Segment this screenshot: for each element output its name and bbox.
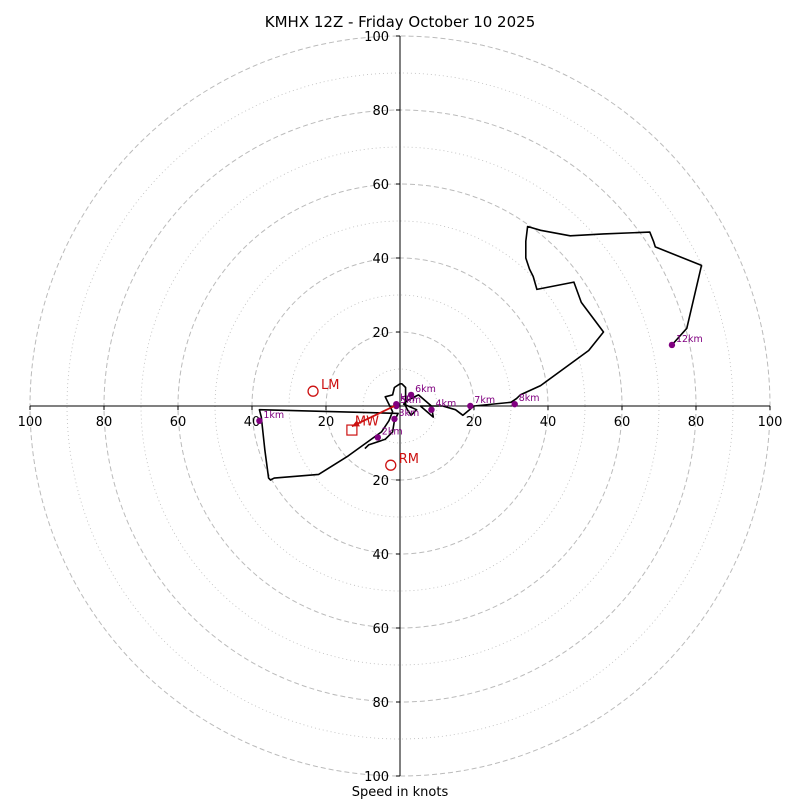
y-tick-label: 20 <box>372 326 389 341</box>
y-tick-label: 40 <box>372 548 389 563</box>
x-tick-label: 60 <box>614 415 631 430</box>
mean-wind-label: MW <box>355 414 379 429</box>
height-marker-label: 1km <box>263 410 284 421</box>
right-mover-marker <box>385 459 397 471</box>
shear-vector <box>351 405 395 428</box>
wind-trace <box>258 225 703 481</box>
y-tick-label: 20 <box>372 474 389 489</box>
height-marker-6km <box>407 391 415 399</box>
height-marker-12km <box>668 341 676 349</box>
y-tick-label: 40 <box>372 252 389 267</box>
height-marker-km <box>393 400 400 408</box>
height-marker-label: 12km <box>676 334 703 345</box>
y-tick-label: 60 <box>372 178 389 193</box>
height-marker-2km <box>374 434 381 441</box>
height-marker-4km <box>428 406 435 413</box>
x-tick-label: 40 <box>244 415 261 430</box>
height-marker-label: 7km <box>474 395 495 406</box>
left-mover-label: LM <box>321 378 339 393</box>
height-marker-label: km <box>400 393 415 404</box>
x-tick-label: 40 <box>540 415 557 430</box>
chart-title: KMHX 12Z - Friday October 10 2025 <box>265 13 535 31</box>
x-tick-label: 20 <box>318 415 335 430</box>
axes <box>30 36 770 776</box>
x-tick-label: 80 <box>688 415 705 430</box>
y-tick-label: 80 <box>372 696 389 711</box>
hodograph-trace <box>258 225 703 481</box>
height-marker-label: 8km <box>519 393 540 404</box>
height-marker-1km <box>256 417 263 424</box>
height-marker-label: 4km <box>435 399 456 410</box>
x-tick-label: 100 <box>18 415 43 430</box>
height-marker-label: 3km <box>398 408 419 419</box>
y-tick-label: 100 <box>364 770 389 785</box>
height-marker-label: 6km <box>415 384 436 395</box>
mean-wind-box <box>346 424 358 436</box>
x-tick-label: 60 <box>170 415 187 430</box>
y-tick-label: 100 <box>364 30 389 45</box>
right-mover-label: RM <box>399 452 419 467</box>
height-marker-3km <box>391 415 398 423</box>
y-tick-label: 60 <box>372 622 389 637</box>
x-tick-label: 80 <box>96 415 113 430</box>
x-tick-label: 20 <box>466 415 483 430</box>
height-marker-8km <box>511 400 518 408</box>
tick-labels: 100 80 60 40 20 20 40 60 80 100 100 80 60 40 20 20 40 60 8… <box>18 30 783 785</box>
storm-motion: LM RM MW <box>307 378 419 471</box>
height-marker-7km <box>467 402 474 410</box>
left-mover-marker <box>307 385 319 397</box>
height-marker-label: 2km <box>382 426 403 437</box>
height-marker-label: 5km <box>400 395 421 406</box>
x-axis-label: Speed in knots <box>352 785 449 800</box>
y-tick-label: 80 <box>372 104 389 119</box>
x-tick-label: 100 <box>758 415 783 430</box>
